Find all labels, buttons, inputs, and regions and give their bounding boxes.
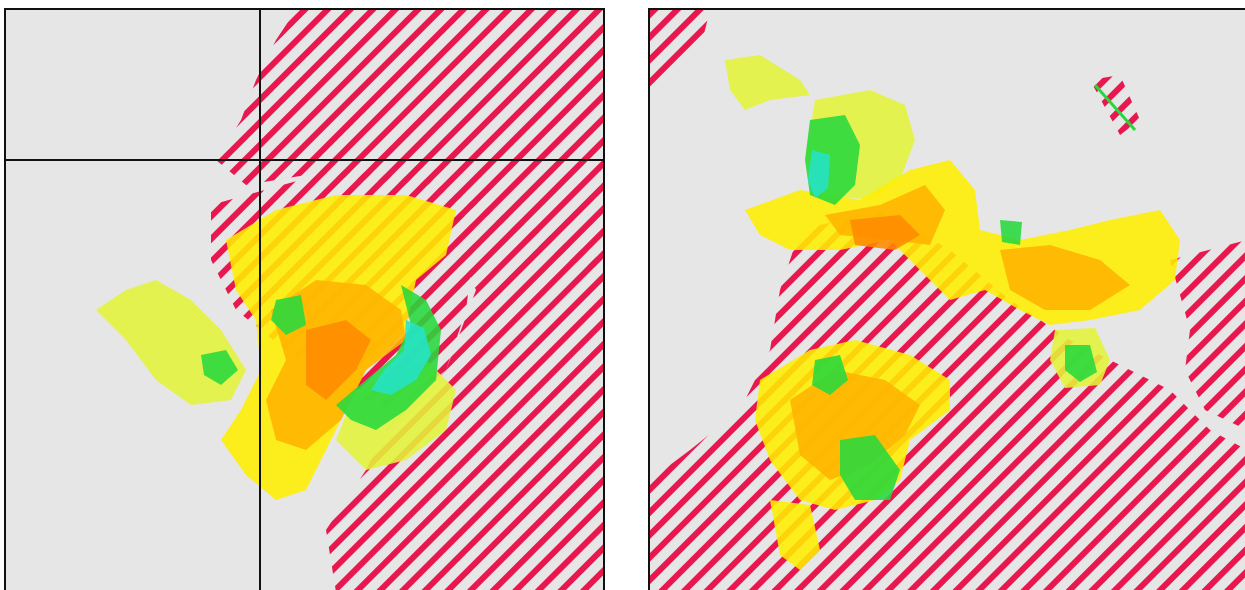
hatch-region-topleft xyxy=(650,10,710,90)
echo-green-south-a xyxy=(812,355,848,395)
echo-cyan-north xyxy=(808,150,830,198)
echo-green-southeast xyxy=(1065,345,1097,382)
right-radar-image xyxy=(650,10,1245,590)
echo-orange-south xyxy=(790,370,920,480)
echo-green-south-b xyxy=(840,435,900,500)
right-radar-panel xyxy=(648,8,1245,590)
echo-light-yellow-west xyxy=(96,280,246,405)
left-radar-image xyxy=(6,10,603,590)
hatch-region-upper xyxy=(216,10,603,270)
echo-yellow-tail xyxy=(770,500,820,570)
hatch-region-east xyxy=(1170,240,1245,430)
hatch-region-lower xyxy=(326,180,603,590)
echo-dark-orange-core xyxy=(850,215,920,250)
echo-green-small-east xyxy=(1000,220,1022,245)
echo-green-west xyxy=(201,350,238,385)
echo-cyan-core xyxy=(371,320,431,395)
echo-green-small xyxy=(271,295,306,335)
echo-light-yellow-north xyxy=(725,55,810,110)
left-radar-panel xyxy=(4,8,605,590)
echo-dark-orange-core xyxy=(306,320,371,400)
echo-orange-band-east xyxy=(1000,245,1130,310)
echo-green-east xyxy=(336,285,441,430)
green-streak-northeast xyxy=(1093,84,1137,131)
